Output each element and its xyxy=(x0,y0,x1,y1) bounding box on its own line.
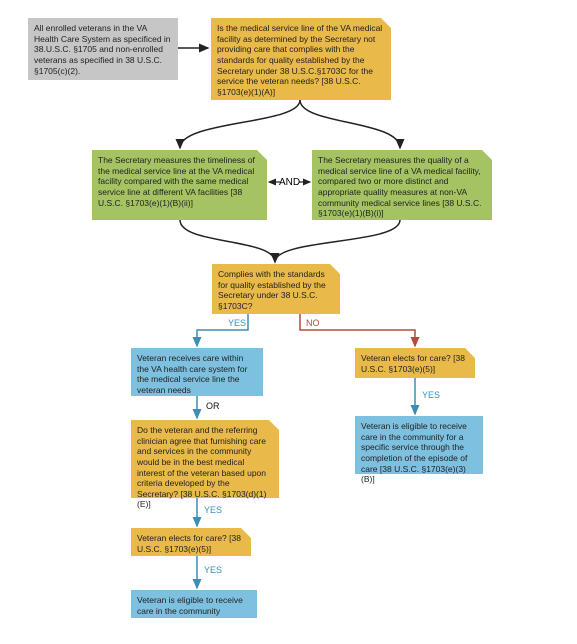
node-vet-receives: Veteran receives care within the VA heal… xyxy=(131,348,263,396)
label-yes-1: YES xyxy=(228,318,246,328)
node-left-green: The Secretary measures the timeliness of… xyxy=(92,150,267,220)
label-yes-3: YES xyxy=(204,505,222,515)
label-yes-2: YES xyxy=(422,390,440,400)
node-complies: Complies with the standards for quality … xyxy=(212,264,340,314)
node-eligible-specific: Veteran is eligible to receive care in t… xyxy=(355,416,483,474)
node-q1: Is the medical service line of the VA me… xyxy=(211,18,391,100)
node-right-green: The Secretary measures the quality of a … xyxy=(312,150,492,220)
label-and: AND xyxy=(279,177,300,188)
label-yes-4: YES xyxy=(204,565,222,575)
label-or: OR xyxy=(206,401,220,411)
node-entry: All enrolled veterans in the VA Health C… xyxy=(28,18,178,80)
node-clinician: Do the veteran and the referring clinici… xyxy=(131,420,279,498)
node-eligible-community: Veteran is eligible to receive care in t… xyxy=(131,590,257,618)
label-no-1: NO xyxy=(306,318,320,328)
node-elects-right: Veteran elects for care? [38 U.S.C. §170… xyxy=(355,348,475,378)
node-elects-bottom: Veteran elects for care? [38 U.S.C. §170… xyxy=(131,528,251,556)
